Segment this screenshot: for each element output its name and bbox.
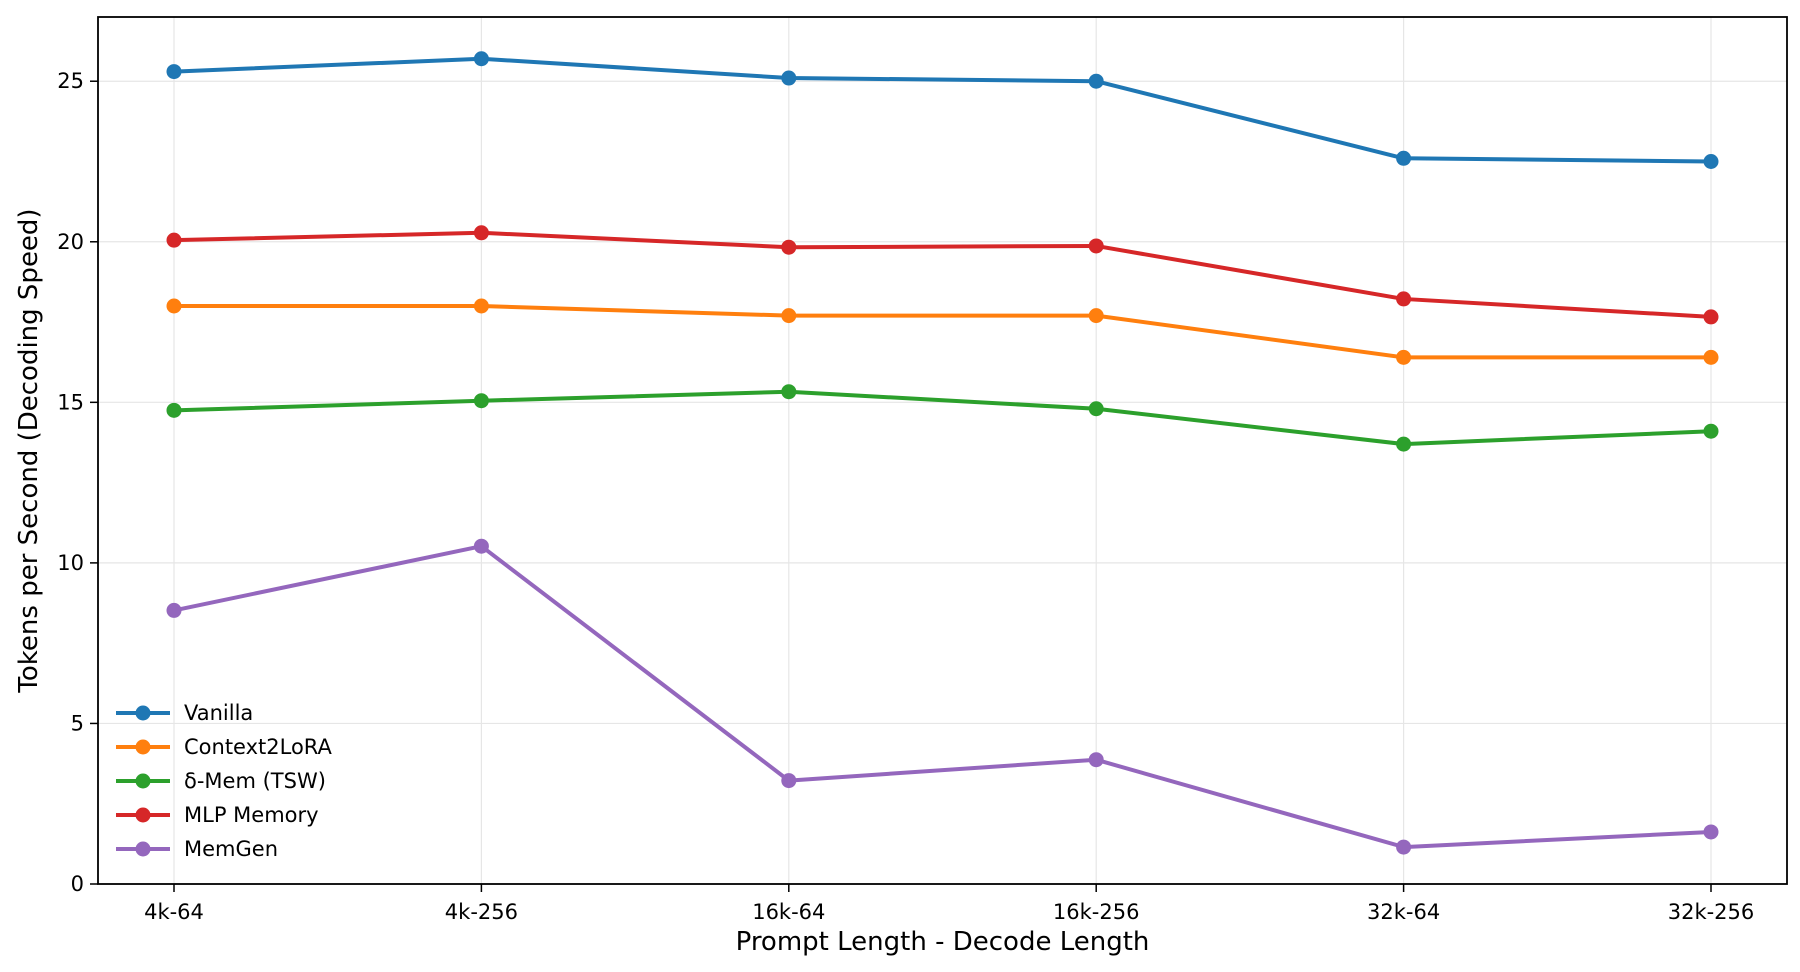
legend-label: Vanilla bbox=[184, 701, 253, 725]
data-point bbox=[166, 232, 182, 248]
series-layer bbox=[166, 51, 1719, 855]
data-point bbox=[1088, 401, 1104, 417]
x-axis-label: Prompt Length - Decode Length bbox=[736, 927, 1150, 957]
data-point bbox=[473, 51, 489, 67]
legend-label: MLP Memory bbox=[184, 803, 319, 827]
series-line bbox=[172, 56, 1713, 164]
data-point bbox=[1396, 150, 1412, 166]
grid-lines bbox=[98, 17, 1787, 885]
y-tick-label: 20 bbox=[57, 230, 84, 254]
data-point bbox=[1703, 423, 1719, 439]
data-point bbox=[1703, 154, 1719, 169]
x-tick-label: 32k-256 bbox=[1668, 900, 1755, 924]
data-point bbox=[473, 298, 489, 314]
data-point bbox=[1396, 349, 1412, 365]
data-point bbox=[781, 384, 797, 400]
x-tick-label: 32k-64 bbox=[1367, 900, 1440, 924]
legend-marker bbox=[135, 739, 151, 755]
legend-marker bbox=[135, 807, 151, 823]
series-line bbox=[172, 230, 1713, 319]
data-point bbox=[166, 602, 182, 618]
data-point bbox=[473, 538, 489, 554]
legend-item: Vanilla bbox=[116, 701, 253, 725]
legend-item: MemGen bbox=[116, 837, 278, 861]
legend-item: δ-Mem (TSW) bbox=[116, 769, 326, 793]
legend-marker bbox=[135, 773, 151, 789]
data-point bbox=[473, 225, 489, 241]
data-point bbox=[166, 402, 182, 418]
legend-label: Context2LoRA bbox=[184, 735, 333, 759]
x-axis: 4k-64 4k-256 16k-64 16k-256 32k-64 32k-256 bbox=[144, 884, 1754, 924]
x-tick-label: 4k-256 bbox=[445, 900, 518, 924]
data-point bbox=[473, 393, 489, 409]
series-line bbox=[172, 304, 1713, 360]
data-point bbox=[1088, 73, 1104, 89]
y-tick-label: 25 bbox=[57, 69, 84, 93]
y-axis-label: Tokens per Second (Decoding Speed) bbox=[14, 208, 44, 693]
y-tick-label: 5 bbox=[71, 711, 84, 735]
data-point bbox=[1703, 349, 1719, 365]
legend-item: Context2LoRA bbox=[116, 735, 333, 759]
series-group bbox=[166, 51, 1719, 169]
data-point bbox=[166, 64, 182, 80]
data-point bbox=[1396, 291, 1412, 307]
series-group bbox=[166, 538, 1719, 855]
series-group bbox=[166, 384, 1719, 452]
y-tick-label: 15 bbox=[57, 390, 84, 414]
series-group bbox=[166, 298, 1719, 365]
x-tick-label: 16k-256 bbox=[1053, 900, 1140, 924]
x-tick-label: 16k-64 bbox=[752, 900, 825, 924]
legend-label: MemGen bbox=[184, 837, 278, 861]
legend-item: MLP Memory bbox=[116, 803, 319, 827]
data-point bbox=[1396, 436, 1412, 452]
y-axis: 0 5 10 15 20 25 bbox=[57, 69, 98, 896]
series-group bbox=[166, 225, 1719, 325]
legend-marker bbox=[135, 705, 151, 721]
y-tick-label: 0 bbox=[71, 872, 84, 896]
series-line bbox=[172, 544, 1713, 850]
y-tick-label: 10 bbox=[57, 551, 84, 575]
legend-label: δ-Mem (TSW) bbox=[184, 769, 326, 793]
data-point bbox=[1088, 752, 1104, 768]
data-point bbox=[781, 239, 797, 255]
legend-marker bbox=[135, 841, 151, 857]
legend: Vanilla Context2LoRA δ-Mem (TSW) MLP Memory… bbox=[116, 701, 333, 861]
data-point bbox=[166, 298, 182, 314]
data-point bbox=[781, 773, 797, 789]
x-tick-label: 4k-64 bbox=[144, 900, 204, 924]
data-point bbox=[781, 70, 797, 86]
data-point bbox=[781, 308, 797, 324]
plot-frame bbox=[97, 16, 1788, 885]
series-line bbox=[172, 389, 1713, 447]
data-point bbox=[1703, 824, 1719, 840]
data-point bbox=[1703, 309, 1719, 325]
data-point bbox=[1088, 308, 1104, 324]
data-point bbox=[1088, 238, 1104, 254]
data-point bbox=[1396, 839, 1412, 855]
